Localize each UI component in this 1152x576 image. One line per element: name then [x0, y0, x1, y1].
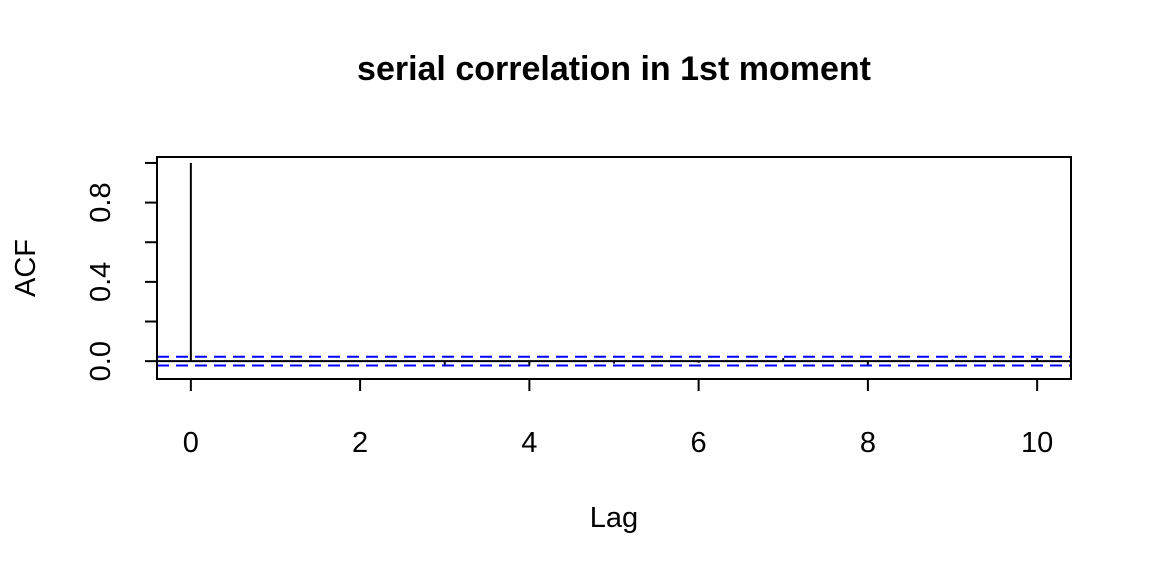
y-axis-label: ACF — [10, 239, 42, 297]
x-tick-label: 8 — [860, 427, 876, 459]
x-tick-label: 6 — [691, 427, 707, 459]
x-axis-label: Lag — [590, 502, 638, 534]
chart-title: serial correlation in 1st moment — [357, 50, 871, 88]
x-tick-label: 4 — [521, 427, 537, 459]
x-tick-label: 2 — [352, 427, 368, 459]
y-tick-label: 0.8 — [85, 182, 117, 222]
plot-frame — [156, 156, 1072, 380]
x-tick-label: 0 — [183, 427, 199, 459]
x-tick-label: 10 — [1021, 427, 1053, 459]
y-tick-label: 0.0 — [85, 341, 117, 381]
plot-area — [157, 162, 1071, 367]
y-axis: 0.0 0.4 0.8 — [85, 161, 158, 381]
x-axis: 0 2 4 6 8 10 — [183, 378, 1053, 459]
y-tick-label: 0.4 — [85, 262, 117, 302]
